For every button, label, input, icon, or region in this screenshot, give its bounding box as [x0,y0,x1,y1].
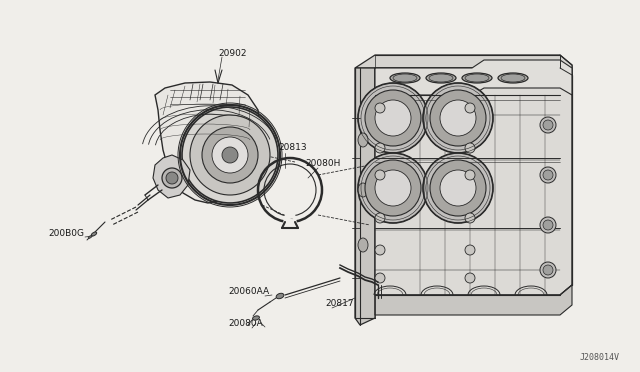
Polygon shape [153,155,190,198]
Polygon shape [355,55,572,75]
Ellipse shape [393,74,417,82]
Circle shape [465,273,475,283]
Ellipse shape [465,74,489,82]
Circle shape [423,153,493,223]
Circle shape [375,273,385,283]
Polygon shape [155,82,260,203]
Polygon shape [355,68,375,325]
Ellipse shape [253,316,259,320]
Polygon shape [375,60,572,95]
Ellipse shape [501,74,525,82]
Circle shape [375,103,385,113]
Ellipse shape [88,236,92,238]
Ellipse shape [498,73,528,83]
Circle shape [465,213,475,223]
Circle shape [375,213,385,223]
Circle shape [543,220,553,230]
Circle shape [162,168,182,188]
Polygon shape [375,285,572,315]
Circle shape [423,83,493,153]
Circle shape [190,115,270,195]
Circle shape [375,143,385,153]
Text: 20902: 20902 [218,48,246,58]
Circle shape [543,265,553,275]
Circle shape [375,170,385,180]
Circle shape [358,153,428,223]
Circle shape [543,170,553,180]
Circle shape [440,100,476,136]
Circle shape [166,172,178,184]
Circle shape [540,167,556,183]
Circle shape [465,170,475,180]
Circle shape [430,90,486,146]
Ellipse shape [429,74,453,82]
Text: 20817: 20817 [325,299,354,308]
Circle shape [358,83,428,153]
Circle shape [212,137,248,173]
Circle shape [465,103,475,113]
Circle shape [365,90,421,146]
Circle shape [375,245,385,255]
Polygon shape [375,68,572,295]
Ellipse shape [92,232,97,236]
Circle shape [365,160,421,216]
Text: J208014V: J208014V [580,353,620,362]
Circle shape [375,170,411,206]
Ellipse shape [358,238,368,252]
Ellipse shape [276,293,284,299]
Circle shape [465,245,475,255]
Text: 20060AA: 20060AA [228,286,269,295]
Circle shape [543,120,553,130]
Text: 200B0G: 200B0G [48,228,84,237]
Circle shape [540,262,556,278]
Circle shape [430,160,486,216]
Circle shape [375,100,411,136]
Circle shape [540,217,556,233]
Ellipse shape [426,73,456,83]
Text: 20080A: 20080A [228,318,263,327]
Ellipse shape [390,73,420,83]
Text: 20813: 20813 [278,144,307,153]
Circle shape [440,170,476,206]
Circle shape [202,127,258,183]
Circle shape [182,107,278,203]
Circle shape [222,147,238,163]
Ellipse shape [462,73,492,83]
Ellipse shape [358,183,368,197]
Text: 20080H: 20080H [305,158,340,167]
Circle shape [540,117,556,133]
Circle shape [465,143,475,153]
Ellipse shape [358,133,368,147]
